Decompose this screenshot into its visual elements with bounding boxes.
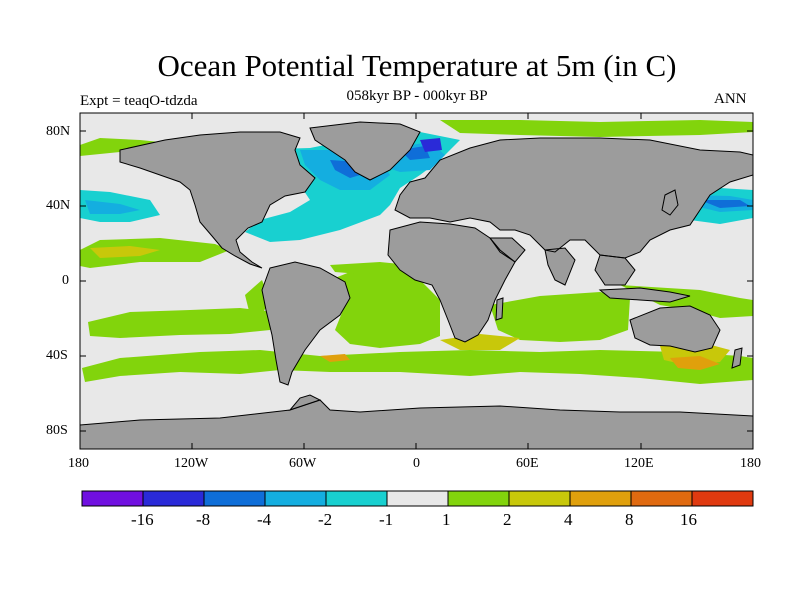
lon-tick-60w: 60W	[289, 456, 317, 471]
greenland	[310, 122, 420, 180]
madagascar	[496, 298, 503, 320]
map-plot-area	[80, 113, 753, 449]
strongest-warm-regions	[320, 354, 720, 370]
colorbar-swatch	[508, 490, 571, 507]
lat-tick-80n: 80N	[46, 124, 71, 139]
colorbar-swatch	[447, 490, 510, 507]
yellow-patch-north-pacific	[90, 246, 160, 258]
coastline-africa	[387, 221, 516, 343]
lon-tick-0: 0	[413, 456, 420, 471]
north-america	[120, 132, 315, 268]
warm-band-southern	[82, 350, 753, 384]
cool4-greenland-sea	[420, 138, 442, 152]
coastline-arabia	[489, 237, 526, 263]
coastline-madagascar	[495, 297, 504, 321]
coastline-greenland	[309, 121, 421, 181]
coastline-japan	[661, 189, 679, 216]
colorbar-swatch	[203, 490, 266, 507]
lon-tick-180w: 180	[68, 456, 89, 471]
coastline-new-zealand	[731, 347, 743, 369]
warm-band-north-pacific	[80, 238, 230, 268]
colorbar-label: -4	[257, 510, 272, 529]
lat-tick-80s: 80S	[46, 423, 68, 438]
warm-band-indian	[490, 292, 630, 342]
lat-tick-40n: 40N	[46, 198, 71, 213]
coastline-north-america	[119, 131, 316, 269]
lon-ticks	[191, 113, 642, 449]
lon-tick-120w: 120W	[174, 456, 209, 471]
cool3-kuroshio	[700, 200, 750, 208]
colorbar-swatch	[264, 490, 327, 507]
season-label: ANN	[714, 91, 747, 107]
map-subtitle: 058kyr BP - 000kyr BP	[346, 88, 488, 104]
coastline-antarctic-peninsula	[288, 394, 322, 412]
coastline-antarctica	[80, 399, 753, 449]
japan	[662, 190, 678, 215]
colorbar-swatch	[630, 490, 693, 507]
colorbar-swatch	[142, 490, 205, 507]
colorbar-swatch	[81, 490, 144, 507]
warm-band-north-arctic	[80, 138, 170, 156]
coastline-australia	[629, 305, 721, 353]
orange-patch-south-atlantic	[320, 354, 350, 362]
lat-tick-40s: 40S	[46, 348, 68, 363]
south-america	[262, 262, 350, 385]
coastlines	[80, 121, 753, 449]
colorbar-swatch	[325, 490, 388, 507]
experiment-label: Expt = teaqO-tdzda	[80, 93, 198, 109]
colorbar-label: -8	[196, 510, 211, 529]
colorbar-label: 4	[564, 510, 573, 529]
colorbar-label: -2	[318, 510, 333, 529]
colorbar-label: 16	[680, 510, 697, 529]
warm-band-arctic-top	[440, 120, 753, 137]
colorbar-swatch	[386, 490, 449, 507]
lon-tick-180e: 180	[740, 456, 761, 471]
colorbar-swatch	[569, 490, 632, 507]
strongest-cool-regions	[420, 138, 442, 152]
cool2-pacific	[85, 200, 140, 214]
coastline-europe-asia	[394, 137, 753, 259]
coastline-southeast-asia	[594, 254, 636, 286]
colorbar-label: -1	[379, 510, 394, 529]
lon-tick-60e: 60E	[516, 456, 539, 471]
map-title: Ocean Potential Temperature at 5m (in C)	[157, 48, 677, 83]
warm-band-tropical-atlantic	[330, 262, 410, 274]
india	[545, 248, 575, 285]
colorbar	[81, 490, 754, 507]
orange-patch-south-pacific	[670, 356, 720, 370]
warm-band-south-atlantic	[330, 268, 440, 348]
colorbar-label: 8	[625, 510, 634, 529]
coastline-indonesia	[598, 287, 691, 303]
lat-ticks	[80, 130, 753, 432]
africa	[388, 222, 515, 342]
europe-asia	[395, 138, 753, 258]
colorbar-label: 1	[442, 510, 451, 529]
colorbar-label: 2	[503, 510, 512, 529]
coastline-south-america	[261, 261, 351, 386]
lon-tick-120e: 120E	[624, 456, 654, 471]
lat-tick-0: 0	[62, 273, 69, 288]
antarctic-peninsula	[290, 395, 320, 410]
australia	[630, 306, 720, 352]
colorbar-label: -16	[131, 510, 154, 529]
colorbar-swatch	[691, 490, 754, 507]
southeast-asia	[595, 255, 635, 285]
arabia	[490, 238, 525, 262]
antarctica	[80, 400, 753, 449]
warm-band-south-pacific	[88, 308, 275, 338]
warm-anomaly-regions	[80, 120, 753, 384]
coastline-india	[544, 247, 576, 286]
